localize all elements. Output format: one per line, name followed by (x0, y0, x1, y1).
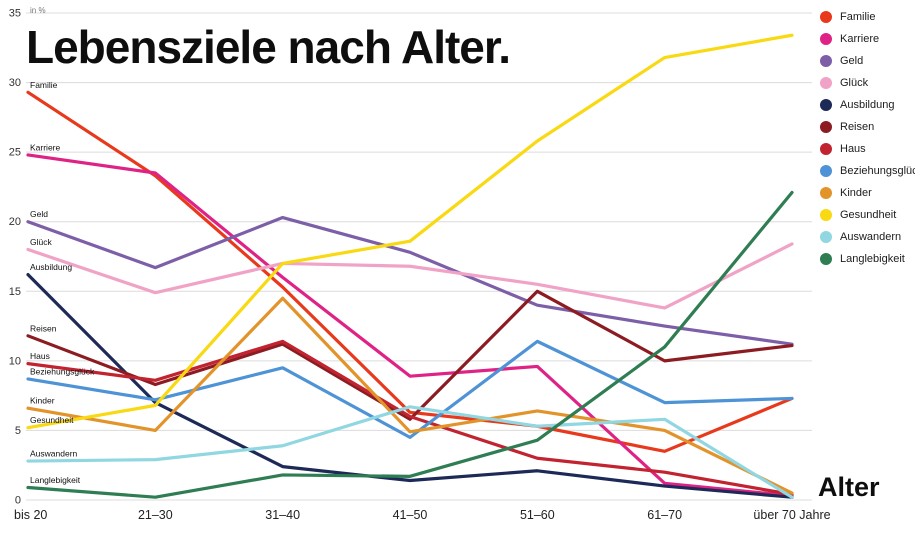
series-start-label-glück: Glück (30, 237, 52, 247)
legend-label: Karriere (840, 32, 880, 45)
legend-dot (820, 164, 832, 177)
legend-label: Auswandern (840, 230, 902, 243)
legend-dot (820, 54, 832, 67)
legend-dot (820, 120, 832, 133)
y-tick-label: 5 (15, 425, 21, 437)
legend-item-karriere: Karriere (820, 32, 915, 45)
legend: Familie Karriere Geld Glück Ausbildung Reisen… (820, 10, 915, 265)
series-start-label-langlebigkeit: Langlebigkeit (30, 475, 81, 485)
legend-dot (820, 98, 832, 111)
legend-item-beziehungsglück: Beziehungsglück (820, 164, 915, 177)
x-tick-label: bis 20 (14, 508, 47, 522)
legend-item-gesundheit: Gesundheit (820, 208, 915, 221)
legend-label: Gesundheit (840, 208, 897, 221)
series-start-label-beziehungsglück: Beziehungsglück (30, 366, 95, 376)
x-tick-label: 21–30 (138, 508, 173, 522)
legend-dot (820, 76, 832, 89)
chart-line-karriere (26, 153, 794, 498)
legend-label: Glück (840, 76, 869, 89)
legend-label: Familie (840, 10, 876, 23)
legend-dot (820, 252, 832, 265)
page-title: Lebensziele nach Alter. (26, 21, 511, 73)
y-tick-label: 0 (15, 495, 21, 507)
x-axis-title: Alter (818, 472, 880, 502)
series-start-label-haus: Haus (30, 351, 50, 361)
legend-dot (820, 10, 832, 23)
legend-dot (820, 142, 832, 155)
chart-line-haus (26, 339, 794, 497)
legend-item-auswandern: Auswandern (820, 230, 915, 243)
chart-line-geld (26, 215, 794, 346)
y-axis-unit-label: in % (30, 6, 46, 15)
series-start-label-ausbildung: Ausbildung (30, 262, 72, 272)
legend-label: Haus (840, 142, 866, 155)
legend-item-langlebigkeit: Langlebigkeit (820, 252, 915, 265)
legend-item-geld: Geld (820, 54, 915, 67)
chart-line-langlebigkeit (26, 190, 794, 499)
legend-label: Ausbildung (840, 98, 895, 111)
legend-item-familie: Familie (820, 10, 915, 23)
series-start-label-geld: Geld (30, 209, 48, 219)
legend-dot (820, 208, 832, 221)
chart-line-ausbildung (26, 272, 794, 499)
x-tick-label: über 70 Jahre (753, 508, 830, 522)
series-start-label-auswandern: Auswandern (30, 449, 78, 459)
series-start-label-reisen: Reisen (30, 323, 57, 333)
y-tick-label: 35 (9, 8, 21, 20)
legend-dot (820, 230, 832, 243)
chart-line-gesundheit (26, 33, 794, 430)
series-start-label-karriere: Karriere (30, 142, 61, 152)
legend-dot (820, 32, 832, 45)
legend-label: Langlebigkeit (840, 252, 905, 265)
legend-label: Beziehungsglück (840, 164, 915, 177)
legend-item-ausbildung: Ausbildung (820, 98, 915, 111)
series-start-label-gesundheit: Gesundheit (30, 415, 74, 425)
y-tick-label: 25 (9, 147, 21, 159)
x-tick-label: 31–40 (265, 508, 300, 522)
legend-item-haus: Haus (820, 142, 915, 155)
x-tick-label: 51–60 (520, 508, 555, 522)
legend-item-reisen: Reisen (820, 120, 915, 133)
chart-line-kinder (26, 296, 794, 495)
legend-label: Geld (840, 54, 864, 67)
chart-line-beziehungsglück (26, 339, 794, 439)
y-tick-label: 20 (9, 216, 21, 228)
legend-label: Reisen (840, 120, 875, 133)
legend-item-glück: Glück (820, 76, 915, 89)
series-start-label-familie: Familie (30, 80, 58, 90)
chart-line-familie (26, 90, 794, 453)
y-tick-label: 10 (9, 355, 21, 367)
x-tick-label: 41–50 (393, 508, 428, 522)
legend-label: Kinder (840, 186, 872, 199)
series-start-label-kinder: Kinder (30, 396, 55, 406)
chart-line-auswandern (26, 405, 794, 499)
y-tick-label: 30 (9, 77, 21, 89)
chart-line-glück (26, 242, 794, 310)
legend-dot (820, 186, 832, 199)
x-tick-label: 61–70 (647, 508, 682, 522)
legend-item-kinder: Kinder (820, 186, 915, 199)
chart-line-reisen (26, 289, 794, 421)
y-tick-label: 15 (9, 286, 21, 298)
